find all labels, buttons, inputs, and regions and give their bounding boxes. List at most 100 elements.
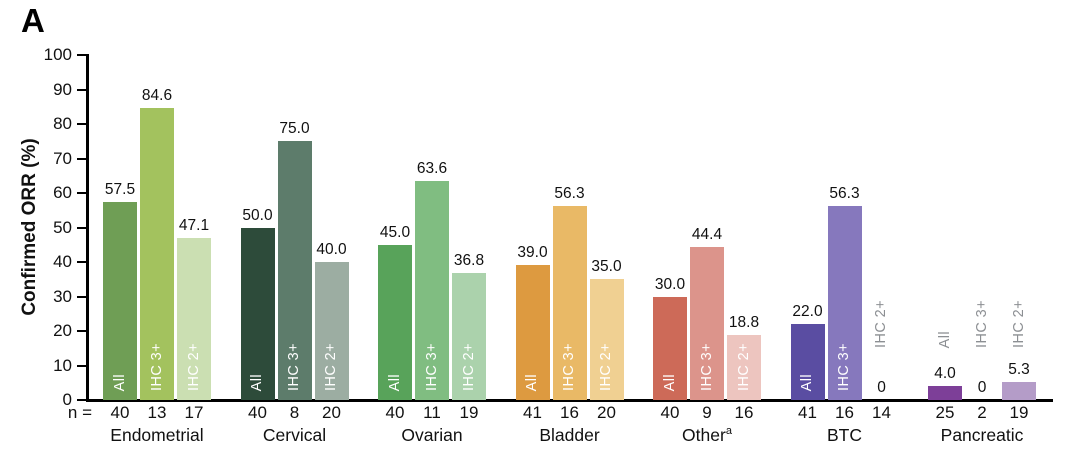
n-row-prefix: n =	[67, 403, 92, 422]
bar-series-label: All	[249, 373, 265, 391]
bar-n-label: 2	[977, 403, 987, 422]
bar-series-label: IHC 3+	[973, 300, 990, 348]
bar-n-label: 40	[660, 403, 680, 422]
bar	[240, 227, 275, 400]
bar-series-label: All	[524, 373, 540, 391]
bar-n-label: 19	[1009, 403, 1029, 422]
group-label: Cervical	[220, 425, 370, 446]
bar	[653, 296, 687, 400]
bar-value-label: 0	[977, 379, 987, 396]
bar-value-label: 56.3	[554, 184, 585, 202]
bar-n-label: 11	[423, 403, 441, 422]
bar-n-label: 41	[798, 403, 817, 422]
bar	[140, 108, 174, 400]
y-tick-mark	[77, 157, 86, 160]
bar-value-label: 39.0	[517, 244, 548, 262]
panel-letter-label: A	[21, 2, 45, 39]
bar-n-label: 9	[702, 403, 712, 422]
bar-series-label: IHC 3+	[286, 343, 302, 391]
group-label-superscript: a	[725, 425, 732, 438]
bar-series-label: IHC 2+	[598, 343, 614, 391]
bar-series-label: All	[111, 373, 128, 391]
bar-value-label: 50.0	[242, 206, 273, 224]
bar-value-label: 30.0	[654, 275, 686, 293]
bar-n-label: 14	[872, 403, 891, 422]
bar-value-label: 45.0	[379, 223, 411, 241]
bar-value-label: 22.0	[792, 303, 823, 321]
y-tick-label: 80	[53, 114, 72, 133]
bar-series-label: IHC 2+	[185, 343, 202, 391]
bar	[452, 273, 486, 400]
y-tick-label: 70	[53, 148, 72, 168]
bar-value-label: 40.0	[316, 241, 347, 258]
bar	[727, 335, 761, 400]
group-label-text: Pancreatic	[940, 425, 1024, 445]
bar-series-label: All	[936, 330, 953, 348]
y-tick-mark	[77, 88, 86, 91]
group-label: Endometrial	[82, 425, 232, 446]
bar-n-label: 16	[560, 403, 579, 422]
y-axis-line	[86, 54, 89, 402]
y-tick-label: 100	[43, 45, 72, 64]
group-label-text: Ovarian	[401, 425, 463, 445]
bar-series-label: IHC 2+	[735, 343, 752, 391]
bar-n-label: 25	[935, 403, 955, 422]
bar-series-label: IHC 2+	[873, 300, 889, 348]
bar	[1002, 381, 1036, 400]
bar-value-label: 35.0	[591, 258, 622, 276]
y-tick-label: 90	[53, 79, 72, 99]
bar-n-label: 13	[147, 403, 167, 422]
bar	[103, 201, 137, 400]
bar-value-label: 0	[877, 379, 886, 396]
bar	[314, 262, 349, 400]
y-tick-mark	[77, 261, 86, 263]
y-tick-mark	[77, 226, 86, 229]
y-tick-mark	[77, 192, 86, 194]
group-label: Pancreatic	[907, 425, 1057, 446]
bar-series-label: All	[386, 373, 403, 391]
bar-value-label: 63.6	[416, 159, 448, 177]
bar	[415, 180, 449, 400]
bar-series-label: IHC 2+	[323, 343, 339, 391]
bar	[928, 386, 962, 400]
bar-series-label: IHC 2+	[460, 343, 477, 391]
bar-n-label: 16	[734, 403, 754, 422]
y-tick-mark	[77, 330, 86, 332]
y-tick-label: 40	[53, 252, 72, 271]
bar	[827, 205, 862, 400]
y-tick-mark	[77, 295, 86, 298]
y-tick-mark	[77, 123, 86, 125]
group-label-text: BTC	[827, 425, 862, 445]
y-tick-label: 20	[53, 321, 72, 340]
bar-value-label: 5.3	[1008, 360, 1030, 378]
bar	[690, 246, 724, 400]
group-label: Othera	[632, 425, 782, 446]
bar-n-label: 40	[110, 403, 130, 422]
group-label-text: Other	[682, 425, 726, 445]
bar-value-label: 56.3	[829, 184, 860, 202]
group-label: Bladder	[495, 425, 645, 446]
bar-n-label: 20	[322, 403, 341, 422]
bar-value-label: 57.5	[104, 180, 136, 198]
y-tick-label: 30	[53, 286, 72, 306]
bar-n-label: 19	[459, 403, 479, 422]
bar	[515, 265, 550, 400]
bar	[378, 244, 412, 400]
bar-n-label: 41	[523, 403, 542, 422]
bar-series-label: IHC 3+	[423, 343, 440, 391]
bar-n-label: 17	[184, 403, 204, 422]
group-label-text: Cervical	[262, 425, 327, 445]
y-tick-mark	[77, 54, 86, 56]
bar-series-label: All	[799, 373, 815, 391]
bar-value-label: 84.6	[141, 87, 173, 105]
bar-n-label: 20	[597, 403, 616, 422]
bar-value-label: 18.8	[728, 314, 760, 332]
y-tick-label: 10	[53, 355, 72, 375]
bar-value-label: 47.1	[178, 216, 210, 234]
group-label-text: Bladder	[539, 425, 600, 445]
x-axis-line	[86, 399, 1053, 402]
y-tick-mark	[77, 364, 86, 367]
bar	[177, 237, 211, 400]
